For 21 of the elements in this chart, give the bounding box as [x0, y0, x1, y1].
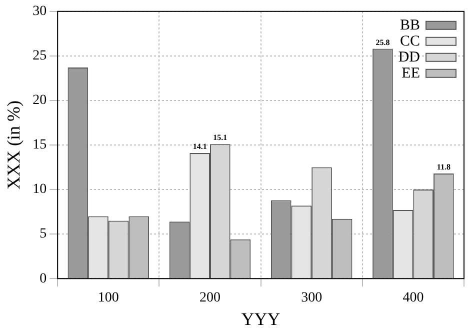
- y-tick-label: 10: [32, 182, 47, 198]
- y-tick-label: 20: [32, 93, 47, 108]
- x-tick-label: 400: [402, 290, 424, 306]
- x-tick-label: 100: [98, 290, 119, 306]
- data-label: 11.8: [436, 162, 450, 172]
- legend-label: DD: [398, 49, 420, 66]
- legend-label: CC: [400, 33, 420, 50]
- legend-label: BB: [400, 17, 420, 34]
- data-label: 25.8: [376, 38, 390, 47]
- x-tick-label: 300: [301, 290, 322, 306]
- y-tick-label: 25: [32, 48, 47, 64]
- x-axis-title: YYY: [241, 308, 280, 329]
- x-tick-label: 200: [200, 290, 220, 306]
- legend-label: EE: [402, 65, 420, 82]
- data-label: 15.1: [213, 133, 228, 142]
- data-label: 14.1: [192, 142, 207, 152]
- y-axis-title: XXX (in %): [4, 100, 24, 190]
- y-tick-label: 5: [40, 226, 47, 242]
- y-tick-label: 15: [32, 138, 47, 153]
- y-tick-label: 0: [40, 271, 47, 286]
- y-tick-label: 30: [32, 4, 47, 20]
